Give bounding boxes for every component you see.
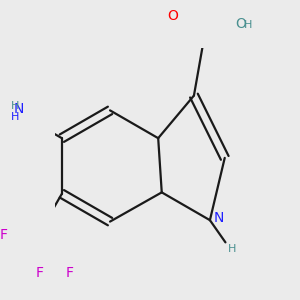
Text: F: F — [65, 266, 73, 280]
Text: H: H — [11, 112, 19, 122]
Text: O: O — [236, 17, 246, 31]
Text: H: H — [228, 244, 237, 254]
Text: F: F — [35, 266, 43, 280]
Text: O: O — [167, 9, 178, 23]
Text: N: N — [214, 211, 224, 225]
Text: N: N — [14, 102, 24, 116]
Text: F: F — [0, 228, 8, 242]
Text: H: H — [244, 20, 252, 30]
Text: H: H — [11, 101, 19, 111]
